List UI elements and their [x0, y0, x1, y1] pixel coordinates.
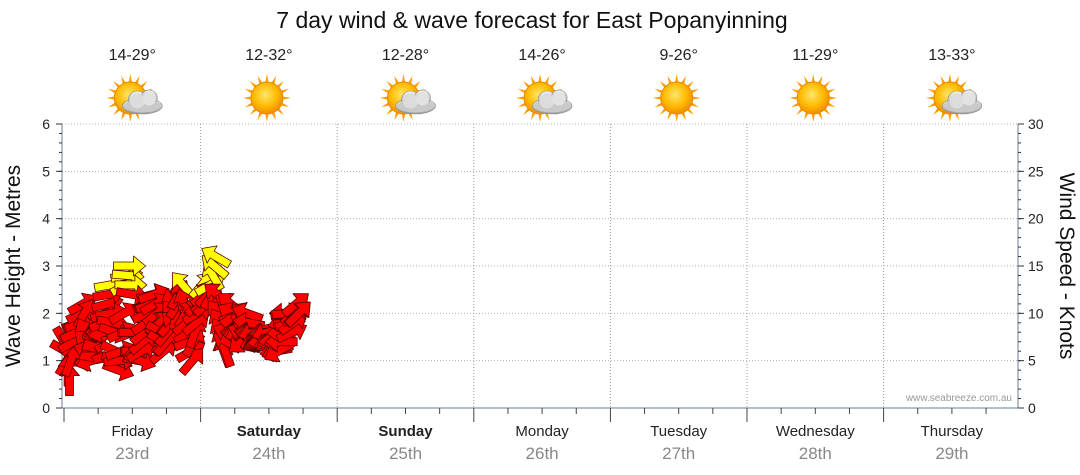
day-name: Tuesday — [650, 423, 707, 440]
temperature-range: 12-28° — [382, 47, 429, 64]
left-tick-label: 5 — [42, 163, 50, 179]
temperature-range: 11-29° — [792, 47, 838, 64]
y-axis-right-title: Wind Speed - Knots — [1055, 173, 1078, 360]
right-tick-label: 5 — [1028, 353, 1036, 369]
day-column-monday: 14-26° Monday 26th — [515, 47, 573, 463]
sun-cloud-icon — [106, 74, 163, 122]
day-date: 24th — [252, 444, 285, 463]
day-date: 23rd — [115, 444, 149, 463]
sun-cloud-icon — [379, 74, 436, 122]
right-tick-label: 20 — [1028, 211, 1044, 227]
temperature-range: 14-26° — [518, 47, 565, 64]
sun-cloud-icon — [925, 74, 983, 122]
sun-icon — [789, 74, 838, 122]
right-axis-ticks: 0 5 10 15 20 25 30 — [1018, 116, 1044, 416]
day-name: Wednesday — [776, 423, 855, 440]
right-tick-label: 25 — [1028, 163, 1044, 179]
temperature-range: 9-26° — [659, 47, 697, 64]
temperature-range: 12-32° — [245, 47, 292, 64]
day-name: Saturday — [237, 423, 302, 440]
right-tick-label: 30 — [1028, 116, 1044, 132]
temperature-range: 14-29° — [109, 47, 156, 64]
day-name: Sunday — [378, 423, 433, 440]
grid-lines — [62, 123, 1018, 408]
left-tick-label: 3 — [42, 258, 50, 274]
day-date: 29th — [935, 444, 968, 463]
left-tick-label: 2 — [42, 305, 50, 321]
right-tick-label: 15 — [1028, 258, 1044, 274]
sun-icon — [242, 74, 291, 122]
day-column-thursday: 13-33° Thursday 29th — [921, 47, 984, 463]
sun-icon — [652, 74, 701, 122]
wind-arrow — [113, 255, 147, 277]
day-date: 26th — [526, 444, 559, 463]
left-tick-label: 6 — [42, 116, 50, 132]
wind-arrows — [49, 245, 311, 397]
temperature-range: 13-33° — [928, 47, 975, 64]
wind-arrow — [284, 301, 311, 328]
day-column-tuesday: 9-26° Tuesday 27th — [650, 47, 707, 463]
chart-title: 7 day wind & wave forecast for East Popa… — [276, 7, 787, 33]
left-tick-label: 0 — [42, 400, 50, 416]
day-name: Thursday — [921, 423, 984, 440]
wind-arrow — [201, 245, 232, 269]
credit-text: www.seabreeze.com.au — [905, 393, 1012, 404]
left-tick-label: 1 — [42, 353, 50, 369]
day-column-friday: 14-29° Friday 23rd — [106, 47, 163, 463]
day-name: Monday — [515, 423, 569, 440]
day-headers: 14-29° Friday 23rd 12-32° Saturday 24th 12-28°… — [106, 47, 984, 463]
bottom-axis-ticks — [63, 408, 987, 422]
day-column-wednesday: 11-29° Wednesday 28th — [776, 47, 855, 463]
day-date: 27th — [662, 444, 695, 463]
sun-cloud-icon — [516, 74, 573, 122]
left-tick-label: 4 — [42, 211, 50, 227]
day-date: 28th — [799, 444, 832, 463]
day-date: 25th — [389, 444, 422, 463]
day-column-saturday: 12-32° Saturday 24th — [237, 47, 302, 463]
right-tick-label: 0 — [1028, 400, 1036, 416]
day-name: Friday — [111, 423, 153, 440]
right-tick-label: 10 — [1028, 305, 1044, 321]
y-axis-left-title: Wave Height - Metres — [2, 165, 25, 367]
day-column-sunday: 12-28° Sunday 25th — [378, 47, 436, 463]
